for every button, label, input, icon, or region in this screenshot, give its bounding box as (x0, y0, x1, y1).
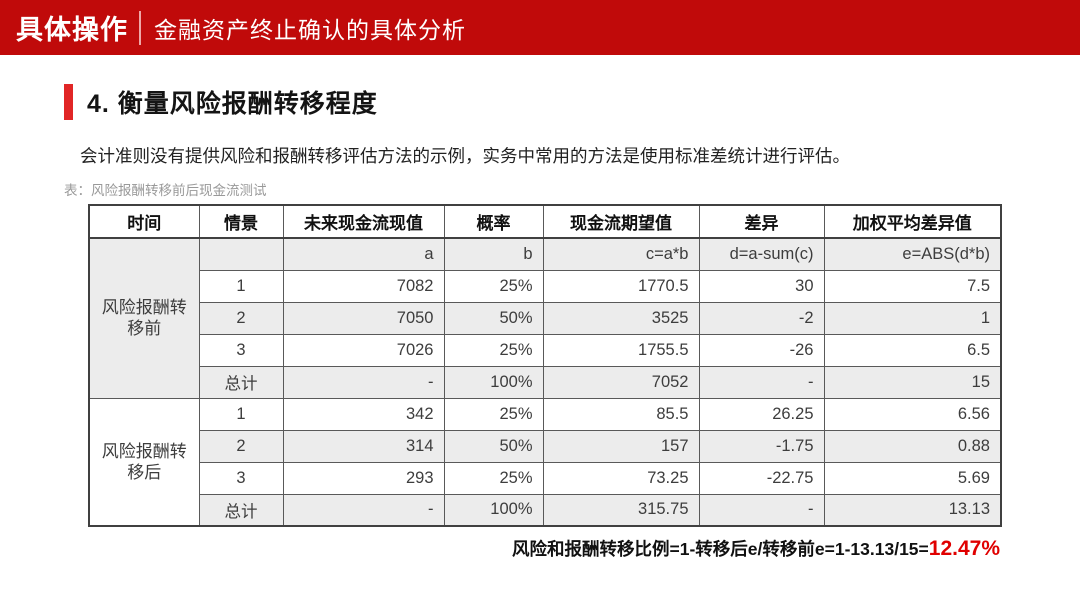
col-header-difference: 差异 (698, 204, 825, 239)
value-cell: 25% (443, 397, 544, 431)
value-cell: 100% (443, 493, 544, 527)
value-cell: -26 (698, 333, 825, 367)
scenario-cell: 1 (198, 397, 284, 431)
formula-row: 风险报酬转移前 a b c=a*b d=a-sum(c) e=ABS(d*b) (88, 237, 1002, 399)
value-cell: - (282, 365, 445, 399)
value-cell: 100% (443, 365, 544, 399)
conclusion-highlight: 12.47% (928, 537, 1000, 560)
value-cell: 50% (443, 429, 544, 463)
scenario-cell: 总计 (198, 493, 284, 527)
value-cell: 7026 (282, 333, 445, 367)
value-cell: 1 (823, 301, 1002, 335)
table-row: 2 7050 50% 3525 -2 1 (89, 301, 1002, 335)
table-row: 风险报酬转移后 1 342 25% 85.5 26.25 6.56 (88, 397, 1002, 527)
table-caption: 表：风险报酬转移前后现金流测试 (64, 183, 267, 198)
value-cell: 13.13 (823, 493, 1002, 527)
value-cell: 85.5 (542, 397, 700, 431)
value-cell: 25% (443, 269, 544, 303)
header-row: 时间 情景 未来现金流现值 概率 现金流期望值 差异 加权平均差异值 (88, 204, 1002, 239)
value-cell: 1770.5 (542, 269, 700, 303)
table-row: 2 314 50% 157 -1.75 0.88 (89, 429, 1002, 463)
formula-cell-d: d=a-sum(c) (698, 237, 825, 271)
value-cell: 5.69 (823, 461, 1002, 495)
banner-title: 金融资产终止确认的具体分析 (154, 16, 466, 43)
time-group-after: 风险报酬转移后 (88, 397, 200, 527)
total-row: 总计 - 100% 315.75 - 13.13 (89, 493, 1002, 527)
header-banner: 具体操作 金融资产终止确认的具体分析 (0, 0, 1080, 55)
conclusion-line: 风险和报酬转移比例=1-转移后e/转移前e=1-13.13/15=12.47% (88, 536, 1000, 561)
col-header-scenario: 情景 (198, 204, 284, 239)
value-cell: 293 (282, 461, 445, 495)
value-cell: 314 (282, 429, 445, 463)
scenario-cell: 总计 (198, 365, 284, 399)
conclusion-text: 风险和报酬转移比例=1-转移后e/转移前e=1-13.13/15= (512, 539, 929, 559)
value-cell: 7082 (282, 269, 445, 303)
value-cell: - (698, 365, 825, 399)
cashflow-table: 时间 情景 未来现金流现值 概率 现金流期望值 差异 加权平均差异值 风险报酬转… (88, 204, 1002, 527)
banner-tag: 具体操作 (16, 15, 128, 45)
total-row: 总计 - 100% 7052 - 15 (89, 365, 1002, 399)
value-cell: -2 (698, 301, 825, 335)
intro-text: 会计准则没有提供风险和报酬转移评估方法的示例，实务中常用的方法是使用标准差统计进… (80, 146, 850, 166)
value-cell: 3525 (542, 301, 700, 335)
value-cell: -22.75 (698, 461, 825, 495)
scenario-cell: 3 (198, 461, 284, 495)
value-cell: 1755.5 (542, 333, 700, 367)
section-title: 4. 衡量风险报酬转移程度 (87, 90, 378, 118)
col-header-expected-cashflow: 现金流期望值 (542, 204, 700, 239)
scenario-cell: 1 (198, 269, 284, 303)
table-row: 3 7026 25% 1755.5 -26 6.5 (89, 333, 1002, 367)
scenario-cell: 3 (198, 333, 284, 367)
formula-cell-b: b (443, 237, 544, 271)
value-cell: 157 (542, 429, 700, 463)
cashflow-table-wrap: 时间 情景 未来现金流现值 概率 现金流期望值 差异 加权平均差异值 风险报酬转… (88, 204, 1002, 527)
value-cell: -1.75 (698, 429, 825, 463)
formula-cell-e: e=ABS(d*b) (823, 237, 1002, 271)
value-cell: 7.5 (823, 269, 1002, 303)
value-cell: 0.88 (823, 429, 1002, 463)
value-cell: 30 (698, 269, 825, 303)
formula-cell-a: a (282, 237, 445, 271)
table-row: 1 7082 25% 1770.5 30 7.5 (89, 269, 1002, 303)
scenario-cell: 2 (198, 301, 284, 335)
col-header-weighted-avg-diff: 加权平均差异值 (823, 204, 1002, 239)
value-cell: 6.56 (823, 397, 1002, 431)
value-cell: - (282, 493, 445, 527)
value-cell: 25% (443, 333, 544, 367)
section-accent-bar (64, 84, 73, 120)
banner-divider (139, 10, 141, 45)
value-cell: 315.75 (542, 493, 700, 527)
formula-cell-c: c=a*b (542, 237, 700, 271)
col-header-probability: 概率 (443, 204, 544, 239)
value-cell: 50% (443, 301, 544, 335)
value-cell: 6.5 (823, 333, 1002, 367)
value-cell: - (698, 493, 825, 527)
col-header-future-cashflow-pv: 未来现金流现值 (282, 204, 445, 239)
scenario-cell: 2 (198, 429, 284, 463)
value-cell: 26.25 (698, 397, 825, 431)
value-cell: 7052 (542, 365, 700, 399)
time-group-before: 风险报酬转移前 (88, 237, 200, 399)
section-heading: 4. 衡量风险报酬转移程度 (64, 84, 378, 120)
value-cell: 15 (823, 365, 1002, 399)
table-row: 3 293 25% 73.25 -22.75 5.69 (89, 461, 1002, 495)
value-cell: 25% (443, 461, 544, 495)
value-cell: 73.25 (542, 461, 700, 495)
formula-cell (198, 237, 284, 271)
value-cell: 342 (282, 397, 445, 431)
value-cell: 7050 (282, 301, 445, 335)
col-header-time: 时间 (88, 204, 200, 239)
